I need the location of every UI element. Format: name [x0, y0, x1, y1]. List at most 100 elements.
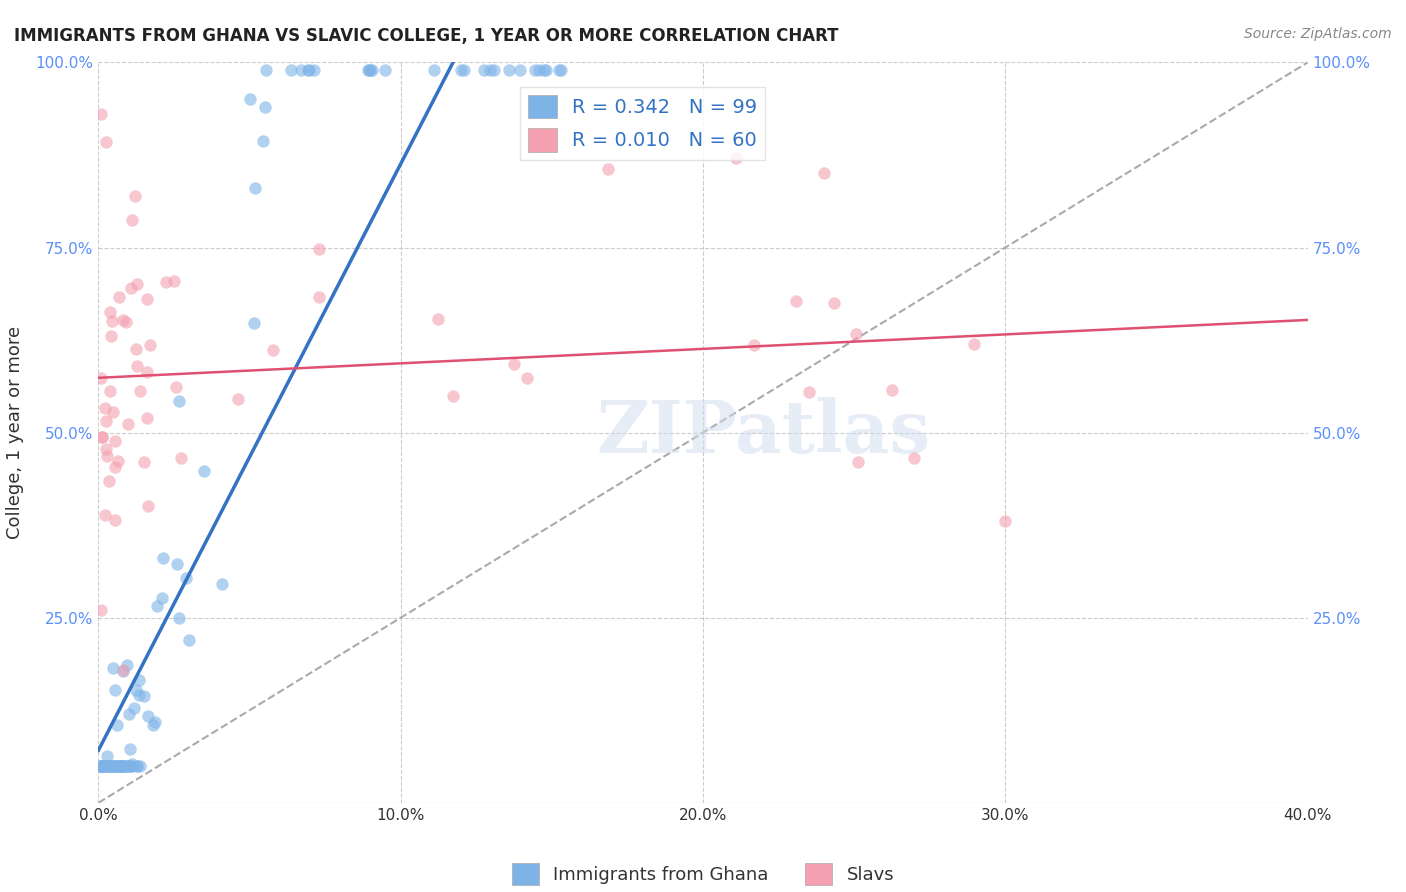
Text: Source: ZipAtlas.com: Source: ZipAtlas.com: [1244, 27, 1392, 41]
Point: [97, 758, 120, 772]
Point: [880, 383, 903, 397]
Point: [509, 62, 531, 77]
Point: [308, 290, 330, 304]
Point: [550, 62, 572, 77]
Point: [117, 758, 139, 772]
Point: [174, 571, 197, 585]
Point: [143, 715, 166, 730]
Point: [125, 342, 148, 356]
Point: [101, 314, 124, 328]
Point: [150, 591, 173, 605]
Point: [96, 414, 118, 428]
Point: [114, 758, 136, 772]
Point: [846, 455, 869, 469]
Point: [91, 758, 114, 772]
Point: [450, 62, 472, 77]
Point: [166, 557, 188, 571]
Point: [103, 758, 125, 772]
Point: [165, 380, 187, 394]
Point: [112, 758, 135, 772]
Point: [239, 92, 262, 106]
Point: [98, 758, 121, 772]
Point: [98, 758, 121, 772]
Point: [359, 62, 381, 77]
Point: [100, 305, 122, 319]
Point: [120, 758, 142, 772]
Point: [91, 758, 114, 772]
Point: [111, 758, 134, 772]
Point: [90, 758, 112, 772]
Point: [193, 464, 215, 478]
Point: [845, 327, 868, 342]
Point: [823, 296, 845, 310]
Point: [472, 62, 495, 77]
Point: [90, 106, 112, 120]
Point: [527, 62, 550, 77]
Point: [297, 62, 319, 77]
Point: [108, 291, 131, 305]
Point: [139, 338, 162, 352]
Point: [93, 758, 115, 772]
Point: [104, 513, 127, 527]
Point: [103, 758, 125, 772]
Point: [97, 758, 120, 772]
Point: [122, 701, 145, 715]
Point: [211, 576, 233, 591]
Point: [167, 611, 190, 625]
Point: [533, 62, 555, 77]
Point: [243, 180, 266, 194]
Point: [127, 758, 149, 772]
Point: [98, 384, 121, 398]
Point: [163, 274, 186, 288]
Point: [361, 62, 384, 77]
Point: [96, 449, 118, 463]
Point: [423, 62, 446, 77]
Point: [136, 709, 159, 723]
Point: [94, 401, 117, 416]
Point: [797, 385, 820, 400]
Point: [128, 758, 150, 772]
Point: [112, 758, 135, 772]
Point: [90, 758, 112, 772]
Point: [108, 758, 131, 772]
Point: [124, 188, 146, 202]
Point: [226, 392, 249, 406]
Point: [90, 758, 112, 772]
Point: [90, 603, 112, 617]
Point: [104, 683, 127, 698]
Point: [121, 757, 143, 772]
Point: [112, 664, 135, 678]
Point: [90, 758, 112, 772]
Text: IMMIGRANTS FROM GHANA VS SLAVIC COLLEGE, 1 YEAR OR MORE CORRELATION CHART: IMMIGRANTS FROM GHANA VS SLAVIC COLLEGE,…: [14, 27, 838, 45]
Point: [304, 62, 326, 77]
Point: [97, 758, 120, 772]
Point: [179, 632, 201, 647]
Point: [125, 683, 148, 698]
Point: [101, 758, 124, 772]
Point: [125, 359, 148, 373]
Point: [136, 500, 159, 514]
Point: [121, 212, 143, 227]
Point: [785, 294, 807, 309]
Point: [813, 166, 835, 180]
Point: [253, 100, 276, 114]
Point: [110, 758, 132, 772]
Point: [142, 717, 165, 731]
Point: [94, 508, 117, 522]
Point: [105, 718, 128, 732]
Point: [243, 316, 266, 330]
Point: [308, 243, 330, 257]
Point: [120, 281, 142, 295]
Point: [91, 430, 114, 444]
Point: [118, 758, 141, 772]
Point: [125, 277, 148, 291]
Point: [262, 343, 284, 357]
Point: [548, 62, 571, 77]
Point: [98, 475, 121, 489]
Point: [110, 758, 132, 772]
Point: [963, 337, 986, 351]
Point: [100, 329, 122, 343]
Point: [110, 758, 132, 772]
Point: [91, 758, 114, 772]
Point: [290, 62, 312, 77]
